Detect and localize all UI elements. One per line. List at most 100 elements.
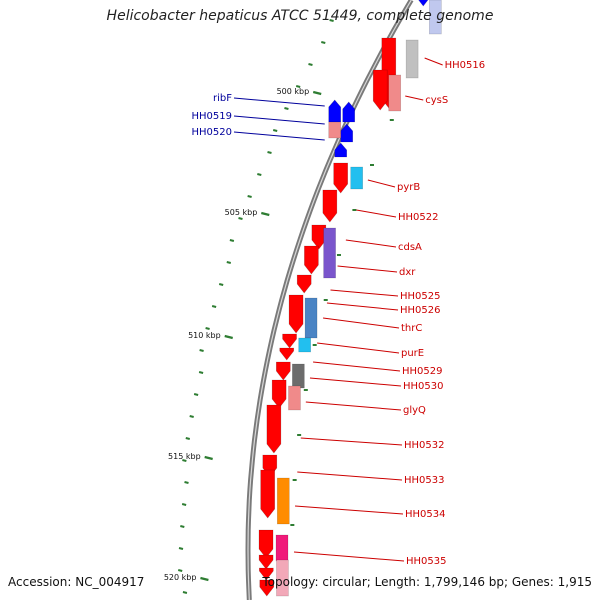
function-bar [276, 477, 290, 525]
function-bar [388, 74, 402, 112]
minor-tick [284, 107, 289, 110]
gene-arrow-reverse [334, 142, 348, 158]
gene-label-forward: HH0522 [398, 212, 439, 223]
gene-arrow-forward [304, 245, 319, 275]
label-leader-line [293, 551, 405, 562]
label-leader-line [233, 97, 325, 107]
label-leader-line [326, 302, 399, 311]
accession-text: Accession: NC_004917 [8, 575, 145, 589]
gene-arrow-forward [288, 294, 304, 334]
gene-arrow-forward [333, 162, 348, 194]
gene-label-forward: HH0533 [404, 475, 445, 486]
minor-tick [182, 459, 187, 462]
minor-tick [218, 283, 224, 286]
minor-tick [181, 503, 187, 506]
gene-label-forward: cdsA [398, 242, 422, 253]
function-bar [304, 297, 318, 339]
topology-summary: Topology: circular; Length: 1,799,146 bp… [262, 575, 592, 589]
label-leader-line [317, 342, 400, 354]
minor-tick [184, 481, 189, 484]
minor-tick [257, 173, 262, 176]
minor-tick [193, 393, 199, 396]
gene-arrow-forward [296, 274, 312, 294]
function-bar [275, 534, 289, 562]
gene-arrow-reverse [340, 123, 354, 143]
label-leader-line [322, 317, 400, 329]
minor-tick [321, 41, 326, 44]
gene-arrow-forward [275, 361, 291, 381]
label-leader-line [305, 401, 402, 411]
function-bar [276, 559, 289, 597]
gene-arrow-forward [279, 347, 295, 361]
gene-label-reverse: HH0519 [192, 111, 233, 122]
gene-arrow-forward [266, 404, 282, 454]
label-leader-line [330, 289, 399, 297]
label-leader-line [233, 131, 325, 141]
gene-arrow-forward [259, 579, 275, 597]
label-leader-line [337, 265, 398, 273]
gene-label-forward: HH0532 [404, 440, 445, 451]
gene-label-forward: dxr [399, 267, 416, 278]
label-leader-line [345, 239, 397, 248]
minor-tick [272, 129, 278, 132]
gene-label-reverse: HH0520 [192, 127, 233, 138]
function-bar [323, 227, 336, 279]
major-tick [204, 455, 213, 461]
minor-tick [180, 525, 185, 528]
function-bar [298, 337, 311, 353]
label-leader-line [367, 179, 396, 188]
gene-label-forward: HH0534 [405, 509, 446, 520]
label-leader-line [424, 57, 443, 66]
major-tick [224, 334, 233, 340]
minor-tick [189, 415, 194, 418]
gene-arrow-forward [282, 333, 297, 349]
gene-label-forward: HH0516 [445, 60, 486, 71]
tick-label: 510 kbp [188, 331, 221, 340]
gene-arrow-forward [311, 224, 327, 250]
tick-label: 500 kbp [277, 87, 310, 96]
function-bar [328, 121, 342, 139]
gene-label-reverse: ribF [213, 93, 232, 104]
minor-tick [295, 85, 301, 88]
function-bar [288, 385, 301, 411]
map-title: Helicobacter hepaticus ATCC 51449, compl… [106, 8, 494, 24]
label-leader-line [297, 471, 403, 481]
minor-tick [182, 591, 188, 594]
label-leader-line [300, 437, 403, 446]
major-tick [312, 90, 322, 96]
minor-tick [178, 547, 184, 550]
function-bar [429, 0, 442, 35]
gene-arrow-forward [322, 189, 338, 223]
gene-label-forward: thrC [401, 323, 422, 334]
minor-tick [308, 63, 313, 66]
gene-arrow-reverse [342, 101, 356, 123]
function-bar [350, 166, 363, 190]
gene-arrow-forward [258, 554, 274, 570]
gene-label-forward: purE [401, 348, 424, 359]
label-leader-line [309, 377, 402, 387]
minor-tick [211, 305, 217, 308]
gene-arrow-forward [260, 469, 275, 519]
gene-arrow-reverse [328, 99, 342, 123]
minor-tick [226, 261, 232, 264]
tick-label: 520 kbp [164, 573, 197, 582]
minor-tick [205, 327, 210, 330]
major-tick [200, 576, 209, 582]
gene-label-forward: HH0526 [400, 305, 441, 316]
genome-backbone-highlight [247, 0, 412, 601]
gene-label-forward: pyrB [397, 182, 420, 193]
minor-tick [199, 349, 204, 352]
label-leader-line [233, 115, 325, 125]
gene-arrow-forward [258, 529, 274, 559]
major-tick [261, 211, 270, 217]
label-leader-line [295, 505, 404, 515]
label-leader-line [313, 361, 401, 372]
tick-label: 505 kbp [225, 208, 258, 217]
gene-label-forward: cysS [425, 95, 448, 106]
function-bar [292, 363, 305, 389]
gene-arrow-forward [259, 567, 274, 581]
minor-tick [198, 371, 204, 374]
minor-tick [247, 195, 252, 198]
